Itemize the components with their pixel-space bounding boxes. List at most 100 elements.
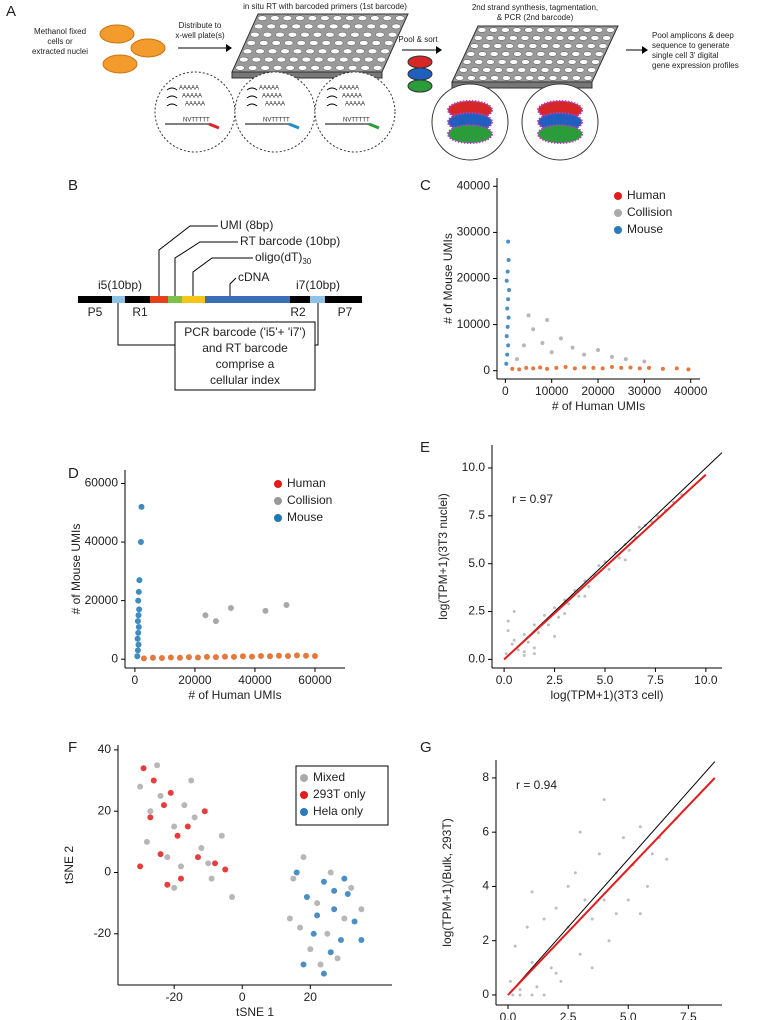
x-tick-label: 0 — [239, 990, 246, 1004]
x-tick-label: 20000 — [581, 384, 615, 398]
well — [239, 56, 249, 63]
oligo-label: oligo(dT)30 — [255, 250, 312, 266]
point — [559, 979, 563, 983]
point — [578, 830, 582, 834]
umi-label: UMI (8bp) — [220, 218, 273, 232]
point — [257, 652, 264, 659]
point — [637, 525, 641, 529]
well — [380, 48, 390, 55]
point — [617, 556, 621, 560]
well — [284, 40, 294, 46]
well — [246, 40, 256, 46]
well — [497, 59, 507, 65]
y-tick-label: 60000 — [85, 476, 119, 490]
well — [520, 35, 530, 41]
well — [376, 56, 386, 63]
well — [470, 67, 480, 73]
y-tick-label: 4 — [482, 879, 489, 893]
well — [357, 15, 368, 21]
arrow-head — [436, 46, 442, 54]
well — [280, 48, 290, 55]
point — [563, 365, 568, 370]
well — [535, 27, 545, 33]
rna — [326, 103, 338, 107]
point — [198, 844, 205, 851]
arrow-head — [226, 44, 232, 52]
well — [524, 27, 533, 33]
x-tick-label: 0 — [502, 384, 509, 398]
panel-label: C — [420, 177, 431, 194]
point — [320, 970, 327, 977]
point — [619, 365, 624, 370]
point — [512, 610, 516, 614]
legend-marker — [614, 209, 622, 217]
well — [291, 23, 301, 30]
point — [177, 863, 184, 870]
well — [537, 75, 546, 81]
well — [334, 40, 344, 46]
point — [164, 854, 171, 861]
rna — [166, 103, 178, 107]
point — [212, 654, 219, 661]
rt-step-label: in situ RT with barcoded primers (1st ba… — [243, 2, 407, 11]
point — [138, 503, 145, 510]
well — [304, 23, 314, 30]
point — [506, 315, 511, 320]
point — [221, 653, 228, 660]
point — [614, 912, 618, 916]
y-tick-label: 10000 — [457, 317, 491, 331]
point — [300, 961, 307, 968]
well — [247, 65, 258, 71]
point — [522, 654, 526, 658]
rna — [166, 87, 178, 91]
x-tick-label: 60000 — [298, 673, 332, 687]
well — [387, 31, 398, 38]
segment — [290, 296, 310, 303]
well — [556, 59, 565, 65]
point — [545, 366, 550, 371]
point — [650, 852, 654, 856]
well — [292, 48, 303, 55]
leader-lines — [117, 225, 319, 346]
legend-marker — [274, 480, 282, 488]
distribute-label: x-well plate(s) — [175, 31, 225, 40]
well — [285, 65, 295, 71]
well — [590, 35, 600, 41]
y-tick-label: -20 — [94, 926, 112, 940]
y-axis-label: tSNE 2 — [62, 846, 76, 884]
point — [506, 297, 511, 302]
point — [602, 798, 606, 802]
x-tick-label: -20 — [165, 990, 183, 1004]
well — [567, 35, 576, 41]
well — [270, 15, 280, 21]
point — [506, 258, 511, 263]
point — [522, 633, 526, 637]
point — [512, 638, 516, 642]
point — [549, 350, 554, 355]
point — [331, 906, 338, 913]
annotation: r = 0.94 — [516, 778, 557, 792]
zoom-circle — [154, 71, 236, 153]
well — [466, 51, 476, 57]
point — [504, 278, 509, 283]
point — [627, 548, 631, 552]
x-axis-label: log(TPM+1)(3T3 cell) — [550, 688, 663, 702]
well — [521, 59, 530, 65]
polya-text: AAAAA — [345, 102, 365, 108]
point — [135, 629, 142, 636]
well — [477, 27, 487, 33]
well — [575, 43, 584, 49]
point — [351, 918, 358, 925]
point — [194, 654, 201, 661]
segment — [150, 296, 168, 303]
well — [559, 27, 568, 33]
x-tick-label: 5.0 — [620, 1010, 637, 1020]
point — [507, 288, 512, 293]
legend-label: Collision — [287, 493, 332, 507]
panel-label: E — [420, 439, 430, 456]
barcode — [208, 122, 220, 130]
cell — [407, 67, 433, 81]
well — [395, 15, 405, 21]
well — [257, 15, 268, 21]
y-tick-label: 40 — [98, 742, 112, 756]
